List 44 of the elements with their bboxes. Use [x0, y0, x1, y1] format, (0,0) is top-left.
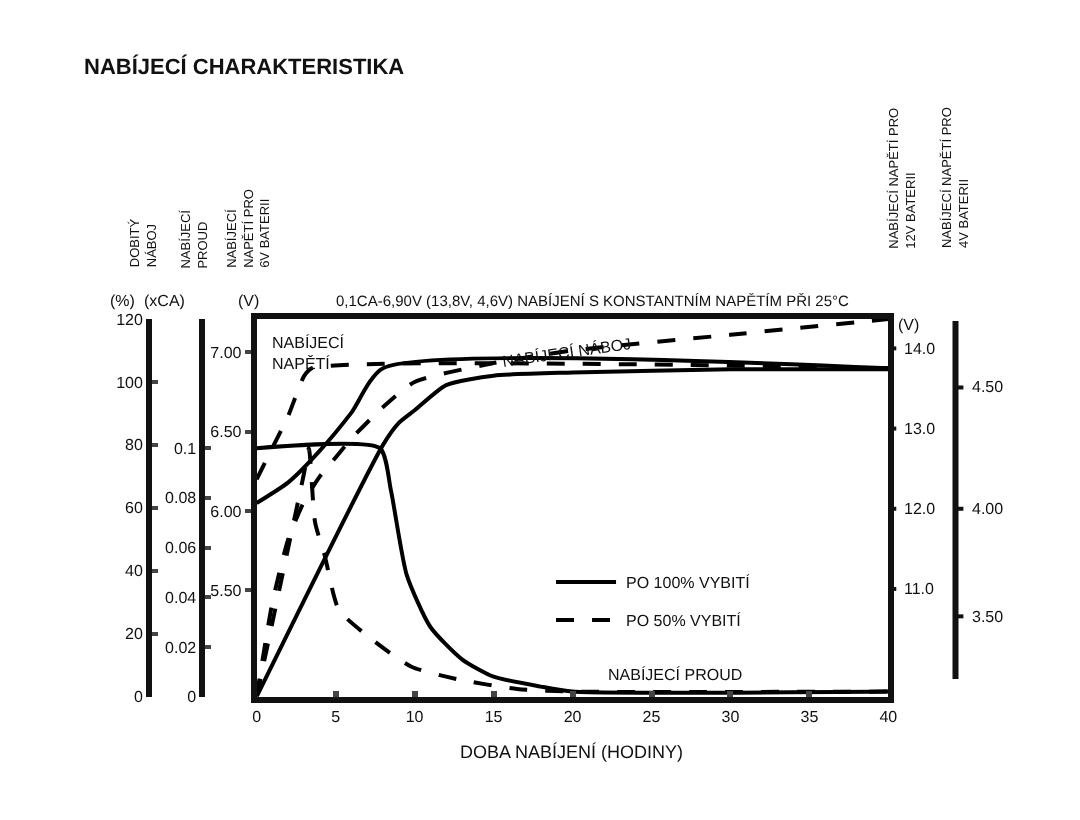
y2-tick-label: 0.04	[165, 588, 198, 607]
y2-tick-label: 0.06	[165, 539, 198, 558]
text: 13.0	[904, 420, 937, 438]
annotation: NABÍJECÍ NÁBOJ	[501, 334, 633, 371]
x-tick-label: 35	[800, 707, 820, 726]
text: (xCA)	[144, 292, 186, 310]
x-tick-label: 25	[642, 707, 662, 726]
y-tick-label: 20	[125, 625, 144, 644]
x-tick-label: 0	[252, 707, 263, 726]
text: (%)	[110, 292, 136, 310]
x-tick-label: 20	[563, 707, 583, 726]
text: (V)	[898, 316, 920, 334]
annotation: NABÍJECÍ PROUD	[608, 666, 743, 684]
text: 4.00	[972, 500, 1005, 518]
y-tick-label: 120	[116, 310, 144, 329]
text: (V)	[238, 292, 260, 310]
text: 12.0	[904, 500, 937, 518]
legend-label: PO 100% VYBITÍ	[626, 574, 752, 593]
y-tick-label: 60	[125, 499, 144, 518]
y2-tick-label: 0	[187, 688, 198, 707]
x-tick-label: 30	[721, 707, 741, 726]
x-tick-label: 5	[331, 707, 342, 726]
y2-tick-label: 0.02	[165, 638, 198, 657]
x-tick-label: 10	[405, 707, 425, 726]
y2-tick-label: 0.08	[165, 489, 198, 508]
text: 14.0	[904, 340, 937, 358]
x-axis-title: DOBA NABÍJENÍ (HODINY)	[460, 742, 684, 762]
y3-tick-label: 5.50	[210, 581, 243, 600]
y-tick-label: 0	[134, 688, 144, 707]
y-tick-label: 100	[116, 373, 144, 392]
y3-tick-label: 6.50	[210, 423, 243, 442]
chart-title: NABÍJECÍ CHARAKTERISTIKA	[84, 54, 405, 80]
y-tick-label: 80	[125, 436, 144, 455]
x-tick-label: 40	[879, 707, 899, 726]
annotation: NABÍJECÍ NAPĚTÍ	[272, 334, 346, 373]
y3-tick-label: 6.00	[210, 502, 243, 521]
y3-tick-label: 7.00	[210, 343, 243, 362]
text: 4.50	[972, 378, 1005, 396]
y2-tick-label: 0.1	[173, 439, 198, 458]
text: 11.0	[904, 580, 936, 598]
x-tick-label: 15	[484, 707, 504, 726]
y-tick-label: 40	[125, 562, 144, 581]
text: 3.50	[972, 608, 1005, 626]
legend-label: PO 50% VYBITÍ	[626, 612, 743, 631]
